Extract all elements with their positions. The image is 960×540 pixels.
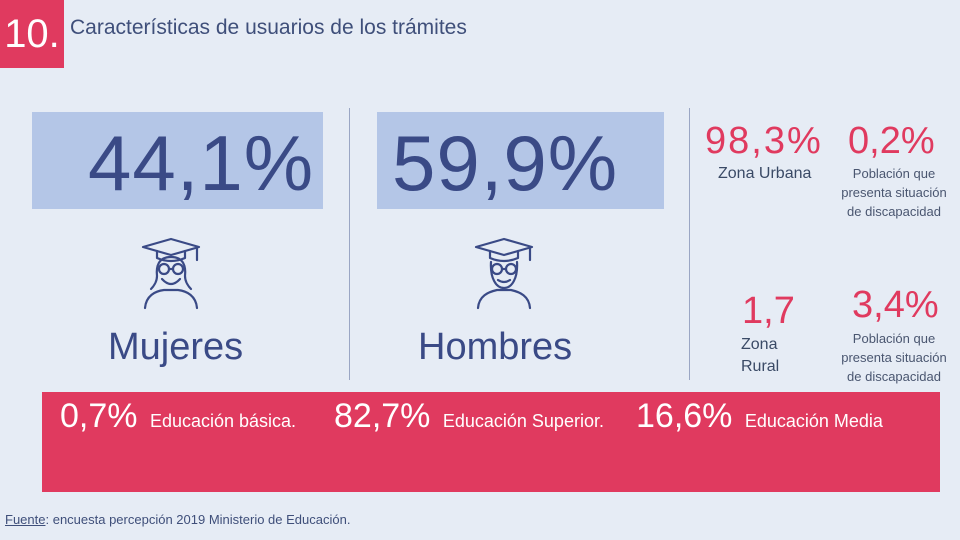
graduate-man-icon: [466, 236, 542, 312]
education-basic-value: 0,7%: [60, 397, 138, 435]
rural-zone-value: 1,7: [742, 290, 795, 332]
graduate-woman-icon: [133, 236, 209, 312]
disability-description-bottom: Población que presenta situación de disc…: [834, 329, 954, 386]
disability-description-top: Población que presenta situación de disc…: [834, 164, 954, 221]
disability-top-line2: presenta situación: [841, 185, 947, 200]
rural-zone-label-line2: Rural: [741, 358, 780, 375]
disability-percentage-top: 0,2%: [848, 120, 935, 162]
men-percentage-box: [377, 112, 664, 209]
divider-right: [689, 108, 690, 380]
disability-top-line1: Población que: [852, 166, 936, 181]
section-number-badge: 10.: [0, 0, 64, 68]
men-label: Hombres: [418, 326, 573, 368]
disability-bottom-line3: de discapacidad: [847, 369, 941, 384]
women-percentage: 44,1%: [88, 119, 315, 207]
source-note: Fuente: encuesta percepción 2019 Ministe…: [5, 512, 350, 527]
urban-zone-label: Zona Urbana: [718, 165, 812, 182]
education-media-value: 16,6%: [636, 397, 733, 435]
disability-percentage-bottom: 3,4%: [852, 284, 939, 326]
disability-top-line3: de discapacidad: [847, 204, 941, 219]
education-superior: 82,7% Educación Superior.: [334, 397, 604, 436]
education-media: 16,6% Educación Media: [636, 397, 883, 436]
page-title: Características de usuarios de los trámi…: [70, 16, 467, 39]
source-prefix: Fuente: [5, 512, 46, 527]
education-media-label: Educación Media: [744, 411, 883, 431]
source-text: : encuesta percepción 2019 Ministerio de…: [45, 512, 351, 527]
disability-bottom-line2: presenta situación: [841, 350, 947, 365]
education-basic: 0,7% Educación básica.: [60, 397, 296, 436]
women-label: Mujeres: [108, 326, 244, 368]
education-basic-label: Educación básica.: [149, 411, 297, 431]
disability-bottom-line1: Población que: [852, 331, 936, 346]
education-superior-value: 82,7%: [334, 397, 431, 435]
education-band: [42, 392, 940, 492]
divider-left: [349, 108, 350, 380]
women-percentage-box: [32, 112, 323, 209]
men-percentage: 59,9%: [392, 119, 619, 207]
urban-zone-percentage: 98,3%: [705, 120, 823, 162]
education-superior-label: Educación Superior.: [442, 411, 604, 431]
rural-zone-label-line1: Zona: [741, 336, 778, 353]
